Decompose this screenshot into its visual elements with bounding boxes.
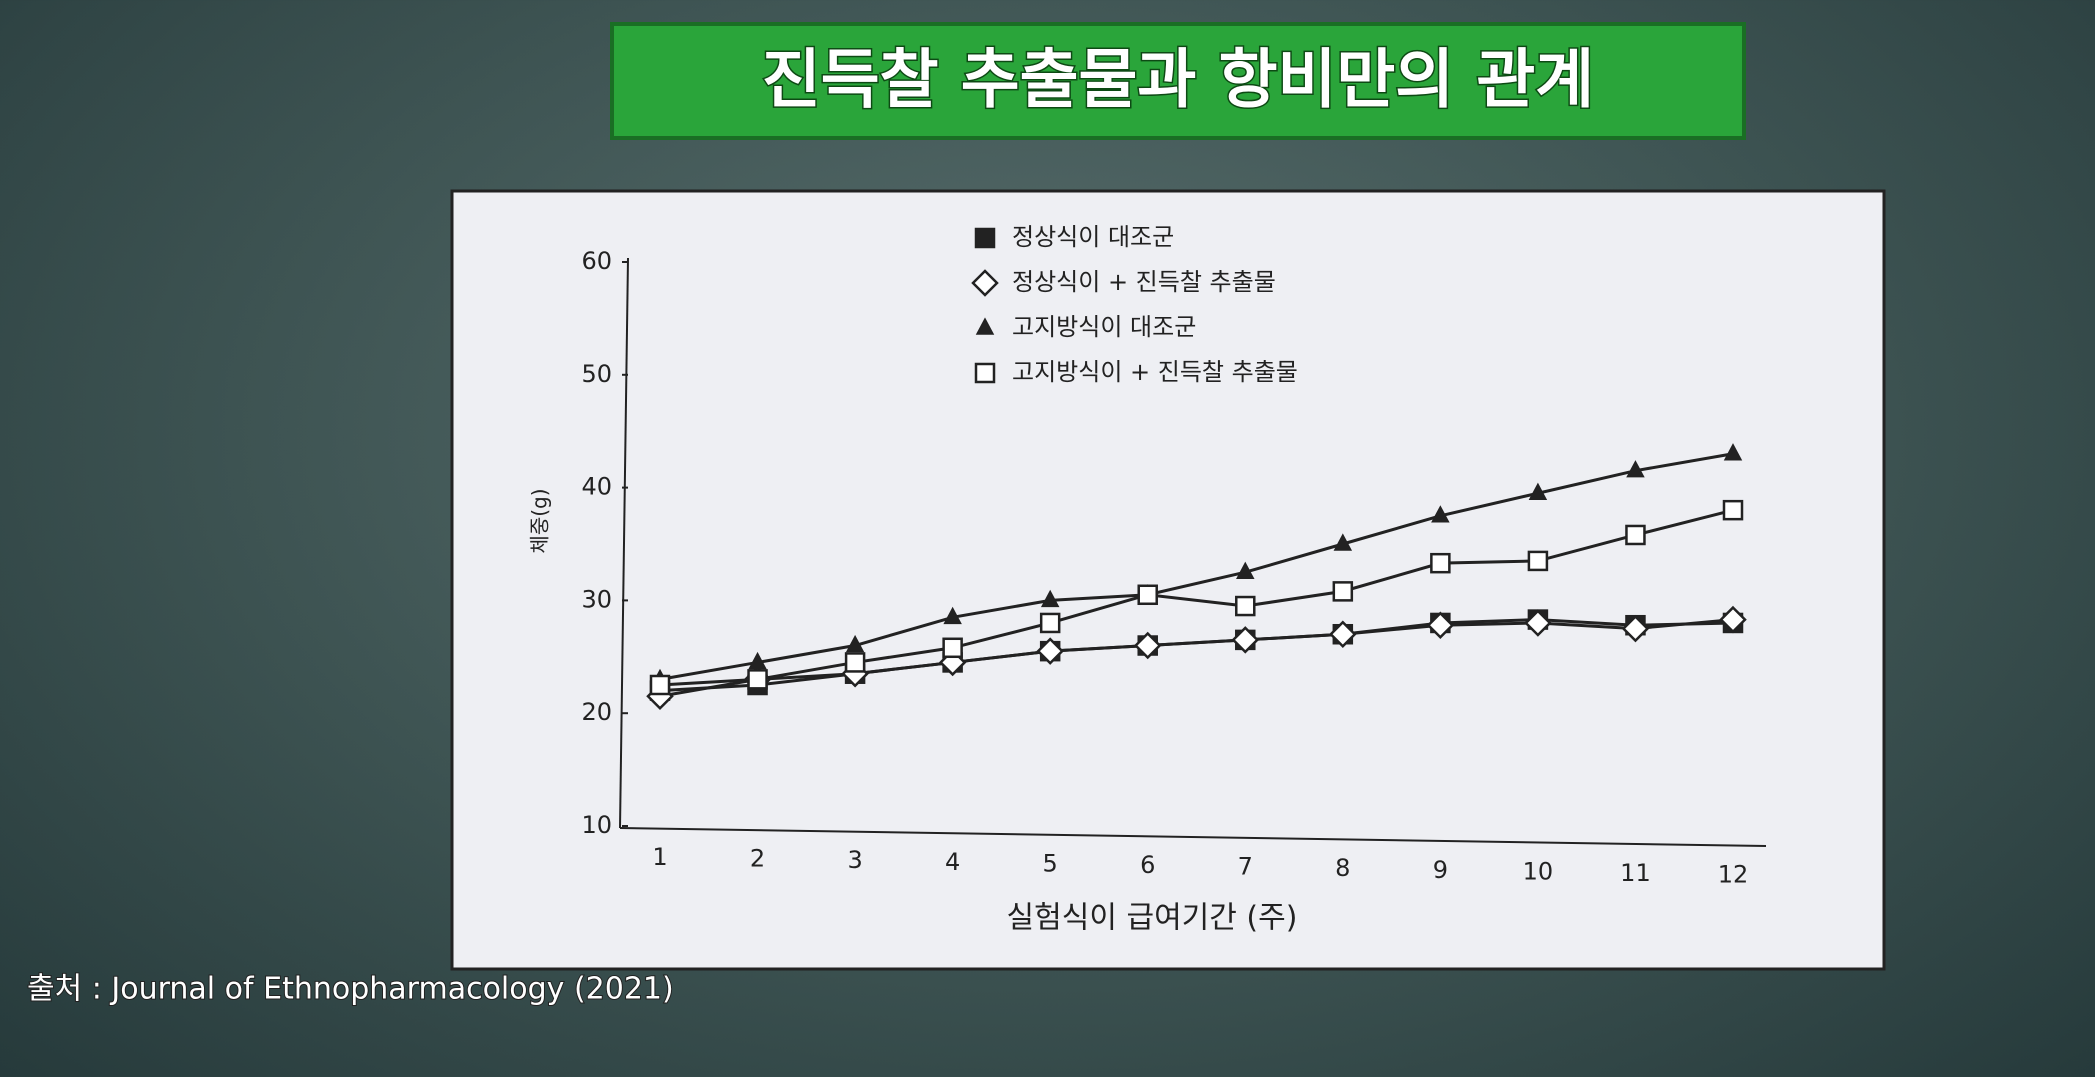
marker <box>1235 595 1256 617</box>
legend-marker <box>974 362 996 384</box>
x-tick-label: 8 <box>1335 854 1350 882</box>
y-tick-label: 40 <box>581 473 612 501</box>
marker <box>1528 482 1548 500</box>
x-tick-label: 5 <box>1043 849 1058 877</box>
marker <box>1332 581 1354 602</box>
legend-marker <box>974 227 996 249</box>
y-axis-label: 체중(g) <box>528 488 552 553</box>
marker <box>1719 605 1747 634</box>
series-line <box>659 508 1734 687</box>
marker <box>845 634 865 653</box>
marker <box>1333 533 1353 551</box>
marker <box>1236 561 1255 579</box>
legend-label: 정상식이 대조군 <box>1012 223 1174 251</box>
marker <box>1036 637 1064 665</box>
x-tick-label: 7 <box>1238 853 1253 881</box>
marker <box>1133 631 1162 660</box>
legend-label: 정상식이 + 진득찰 추출물 <box>1012 268 1276 296</box>
y-tick-label: 10 <box>581 811 612 839</box>
series-line <box>659 618 1734 698</box>
marker <box>1426 611 1455 639</box>
y-tick-label: 60 <box>581 247 612 275</box>
marker <box>844 652 866 673</box>
marker <box>1430 552 1451 574</box>
x-tick-label: 11 <box>1620 859 1651 887</box>
y-axis <box>619 257 629 829</box>
y-tick-label: 20 <box>581 698 612 726</box>
marker <box>747 669 768 690</box>
y-tick-label: 30 <box>581 585 612 613</box>
y-tick-label: 50 <box>581 360 612 388</box>
x-tick-label: 6 <box>1140 851 1155 879</box>
legend-marker <box>971 269 999 297</box>
marker <box>1431 505 1450 523</box>
title-banner <box>610 22 1746 140</box>
marker <box>1722 499 1744 521</box>
legend-label: 고지방식이 + 진득찰 추출물 <box>1012 358 1298 386</box>
x-axis <box>619 827 1767 847</box>
marker <box>1723 443 1743 461</box>
title: 진득찰 추출물과 항비만의 관계 <box>762 44 1594 118</box>
x-tick-label: 10 <box>1523 857 1554 885</box>
legend-marker <box>975 317 995 335</box>
source: 출처 : Journal of Ethnopharmacology (2021) <box>27 972 674 1007</box>
marker <box>942 637 963 659</box>
x-tick-label: 4 <box>945 848 960 876</box>
x-tick-label: 12 <box>1718 861 1749 889</box>
marker <box>1231 626 1260 654</box>
marker <box>1040 589 1060 608</box>
marker <box>1524 609 1552 637</box>
legend-label: 고지방식이 대조군 <box>1012 313 1196 341</box>
x-tick-label: 1 <box>652 843 667 871</box>
marker <box>1137 584 1158 606</box>
marker <box>1626 460 1645 478</box>
marker <box>1039 612 1061 634</box>
marker <box>748 651 767 670</box>
marker <box>1625 524 1646 546</box>
x-tick-label: 3 <box>847 846 862 874</box>
x-tick-label: 9 <box>1433 856 1448 884</box>
chart-panel <box>450 189 1886 971</box>
series-line <box>659 452 1734 681</box>
x-axis-label: 실험식이 급여기간 (주) <box>1007 901 1298 936</box>
marker <box>649 674 671 696</box>
marker <box>1329 620 1357 649</box>
marker <box>1527 550 1549 572</box>
marker <box>943 606 962 625</box>
x-tick-label: 2 <box>750 845 765 873</box>
marker <box>1621 614 1650 643</box>
